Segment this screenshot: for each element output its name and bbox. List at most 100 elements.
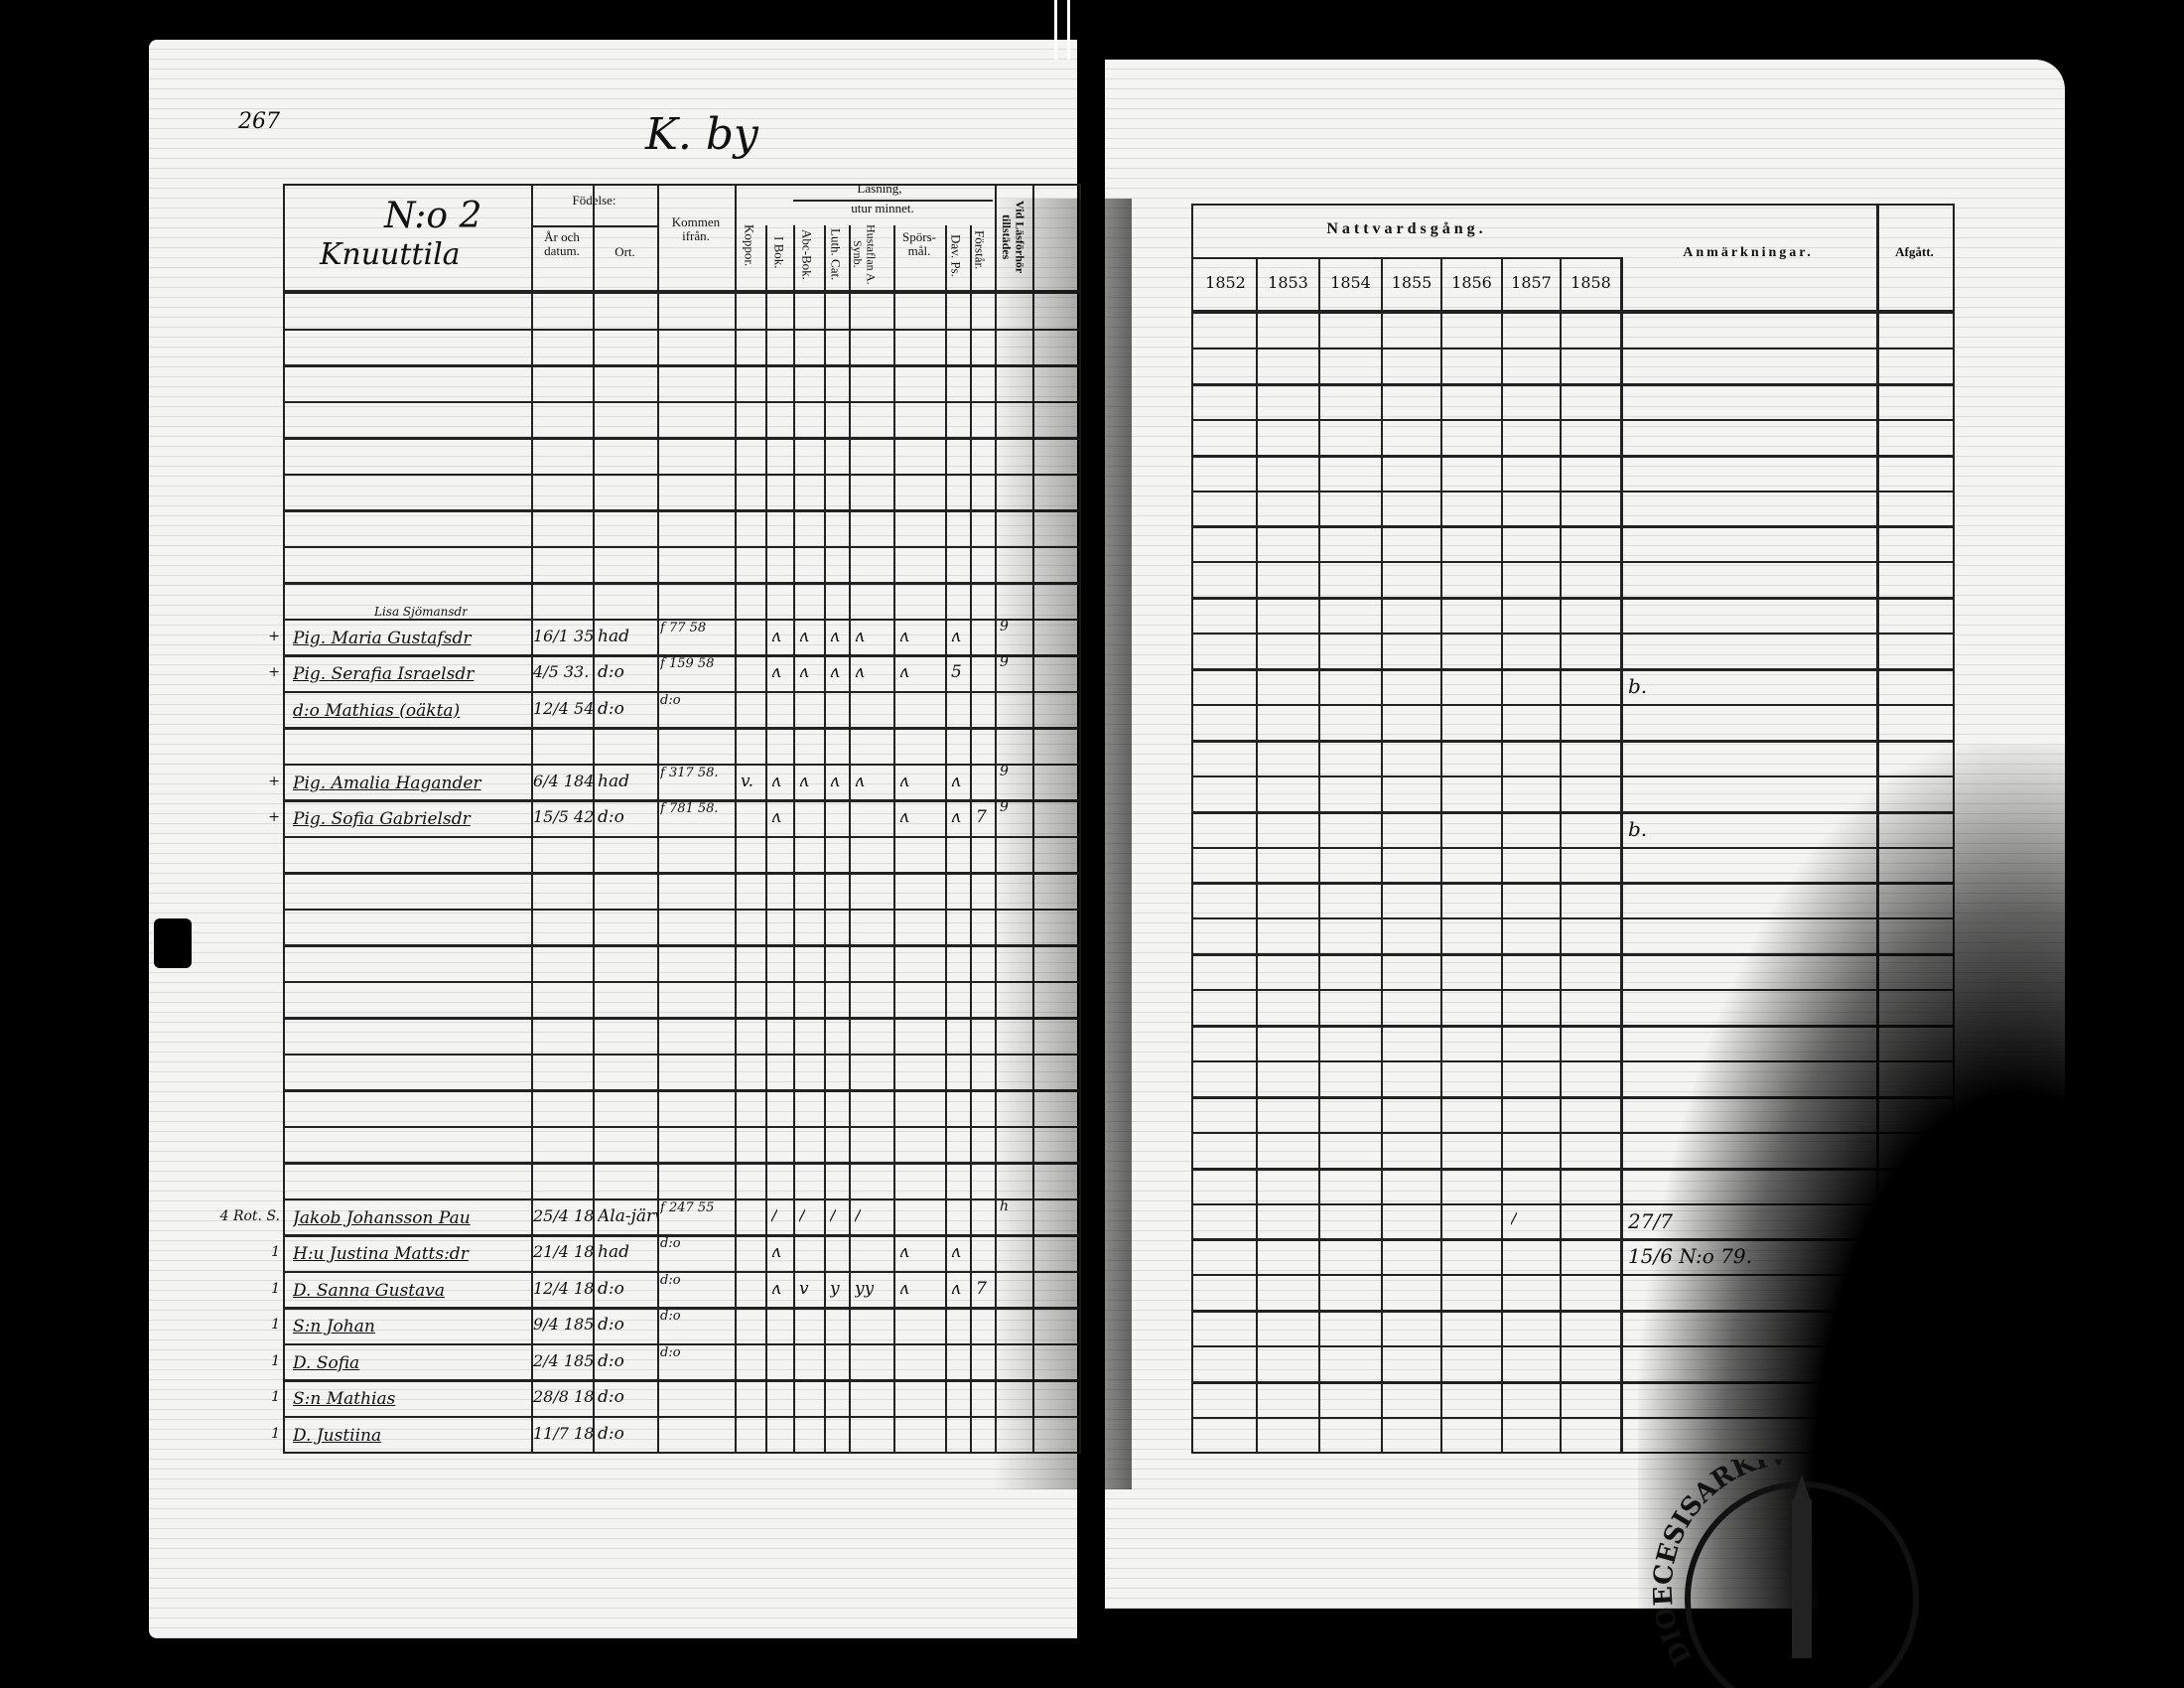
reading-mark: / (799, 1205, 805, 1226)
birth-place: d:o (598, 1387, 624, 1407)
row-divider (1193, 1095, 1953, 1099)
reading-mark: ʌ (830, 771, 840, 791)
header-kommen-ifran: Kommen ifrån. (671, 214, 721, 244)
header-nattvardsgang: Nattvardsgång. (1326, 220, 1487, 237)
reading-mark: ʌ (771, 1242, 781, 1262)
row-divider (1193, 1310, 1953, 1314)
moved-from: d:o (660, 1236, 681, 1251)
birth-place: d:o (598, 1350, 624, 1371)
row-divider (1193, 1416, 1953, 1419)
row-divider (285, 1234, 1079, 1237)
moved-from: d:o (660, 1309, 681, 1324)
header-afgatt: Afgått. (1895, 244, 1934, 259)
row-divider (1193, 1202, 1953, 1205)
row-divider (1193, 454, 1953, 458)
column-divider (657, 186, 659, 1452)
row-divider (1193, 597, 1953, 601)
spine-marker (1054, 0, 1070, 60)
row-divider (1193, 1059, 1953, 1062)
birth-place: had (598, 1242, 629, 1262)
reading-mark: v (799, 1278, 809, 1299)
row-divider (285, 799, 1079, 802)
attendance-mark: 9 (1000, 654, 1009, 670)
person-name: Pig. Amalia Hagander (293, 773, 481, 793)
row-divider (285, 1197, 1079, 1200)
archive-stamp: DIOECESISARKIV (1653, 1460, 1919, 1688)
reading-mark: ʌ (951, 1278, 961, 1299)
birth-date: 9/4 1851 (533, 1315, 595, 1334)
column-divider (1440, 257, 1442, 1452)
header-koppor: Koppor. (742, 223, 757, 267)
table-row: + Pig. Serafia Israelsdr 4/5 33. d:o f 159 5… (186, 654, 1079, 691)
column-divider (765, 225, 767, 1452)
remark-note: 27/7 (1628, 1208, 1673, 1233)
birth-place: d:o (598, 698, 624, 719)
attendance-mark: 9 (1000, 799, 1009, 815)
left-page (149, 40, 1087, 1638)
table-row: + Lisa Sjömansdr Pig. Maria Gustafsdr 16/1 … (186, 605, 1079, 655)
birth-place: Ala-järvi (598, 1205, 659, 1226)
birth-place: d:o (598, 1423, 624, 1444)
column-divider (735, 186, 737, 1452)
farm-name: Knuuttila (320, 237, 461, 272)
row-divider (1193, 561, 1953, 564)
row-divider (1193, 703, 1953, 706)
fodelse-divider (531, 225, 657, 227)
attendance-mark: 9 (1000, 618, 1009, 634)
row-divider (1193, 418, 1953, 421)
column-divider (893, 225, 895, 1452)
row-divider (285, 1307, 1079, 1310)
birth-date: 11/7 1852 (533, 1423, 595, 1443)
reading-mark: / (830, 1205, 836, 1226)
reading-mark: ʌ (771, 771, 781, 791)
book-tab (154, 918, 192, 968)
moved-from: f 247 55 (660, 1199, 715, 1215)
moved-from: f 781 58. (660, 801, 719, 816)
row-divider (1193, 953, 1953, 957)
birth-date: 16/1 35. (533, 626, 595, 645)
header-sporsmal: Spörs-mål. (902, 229, 936, 259)
header-hustaflan: Hustaflan A. Synb. (851, 223, 879, 285)
table-row: + Pig. Amalia Hagander 6/4 1841had f 317 58… (186, 764, 1079, 800)
attendance-mark: 9 (1000, 763, 1009, 779)
person-name: S:n Mathias (293, 1389, 396, 1409)
row-divider (285, 944, 1079, 947)
reading-mark: ʌ (899, 626, 909, 646)
column-divider (849, 225, 851, 1452)
row-note-above: Lisa Sjömansdr (374, 604, 468, 619)
row-divider (285, 582, 1079, 585)
reading-mark: ʌ (899, 662, 909, 682)
birth-date: 21/4 1824 (533, 1242, 595, 1261)
table-row: d:o Mathias (oäkta) 12/4 54. d:o d:o (186, 691, 1079, 728)
reading-mark: y (830, 1278, 840, 1299)
row-prefix: + (268, 664, 280, 680)
birth-date: 4/5 33. (533, 662, 590, 681)
column-divider (1501, 257, 1503, 1452)
row-divider (285, 1125, 1079, 1128)
row-prefix: 1 (271, 1317, 280, 1333)
moved-from: f 159 58 (660, 656, 715, 671)
table-row: 1 D. Justiina 11/7 1852d:o (186, 1416, 1079, 1453)
row-divider (1193, 1345, 1953, 1348)
row-divider (1193, 846, 1953, 849)
person-name: Pig. Maria Gustafsdr (293, 628, 472, 648)
header-lasning: Läsning, (857, 181, 902, 196)
person-name: D. Sofia (293, 1352, 360, 1373)
row-divider (285, 908, 1079, 911)
birth-place: d:o (598, 807, 624, 827)
row-divider (285, 437, 1079, 440)
row-divider (1193, 347, 1953, 350)
birth-place: d:o (598, 662, 624, 682)
row-divider (285, 545, 1079, 548)
reading-mark: ʌ (855, 626, 865, 646)
table-row: + Pig. Sofia Gabrielsdr 15/5 42. d:o f 781 5… (186, 799, 1079, 836)
reading-mark: ʌ (855, 662, 865, 682)
reading-mark: ʌ (951, 1242, 961, 1262)
reading-mark: ʌ (771, 807, 781, 827)
row-divider (285, 509, 1079, 512)
person-name: D. Justiina (293, 1425, 382, 1446)
communion-table: Nattvardsgång. Anmärkningar. Afgått. 185… (1191, 204, 1955, 1454)
row-divider (1193, 1025, 1953, 1028)
reading-mark: 7 (976, 807, 987, 827)
